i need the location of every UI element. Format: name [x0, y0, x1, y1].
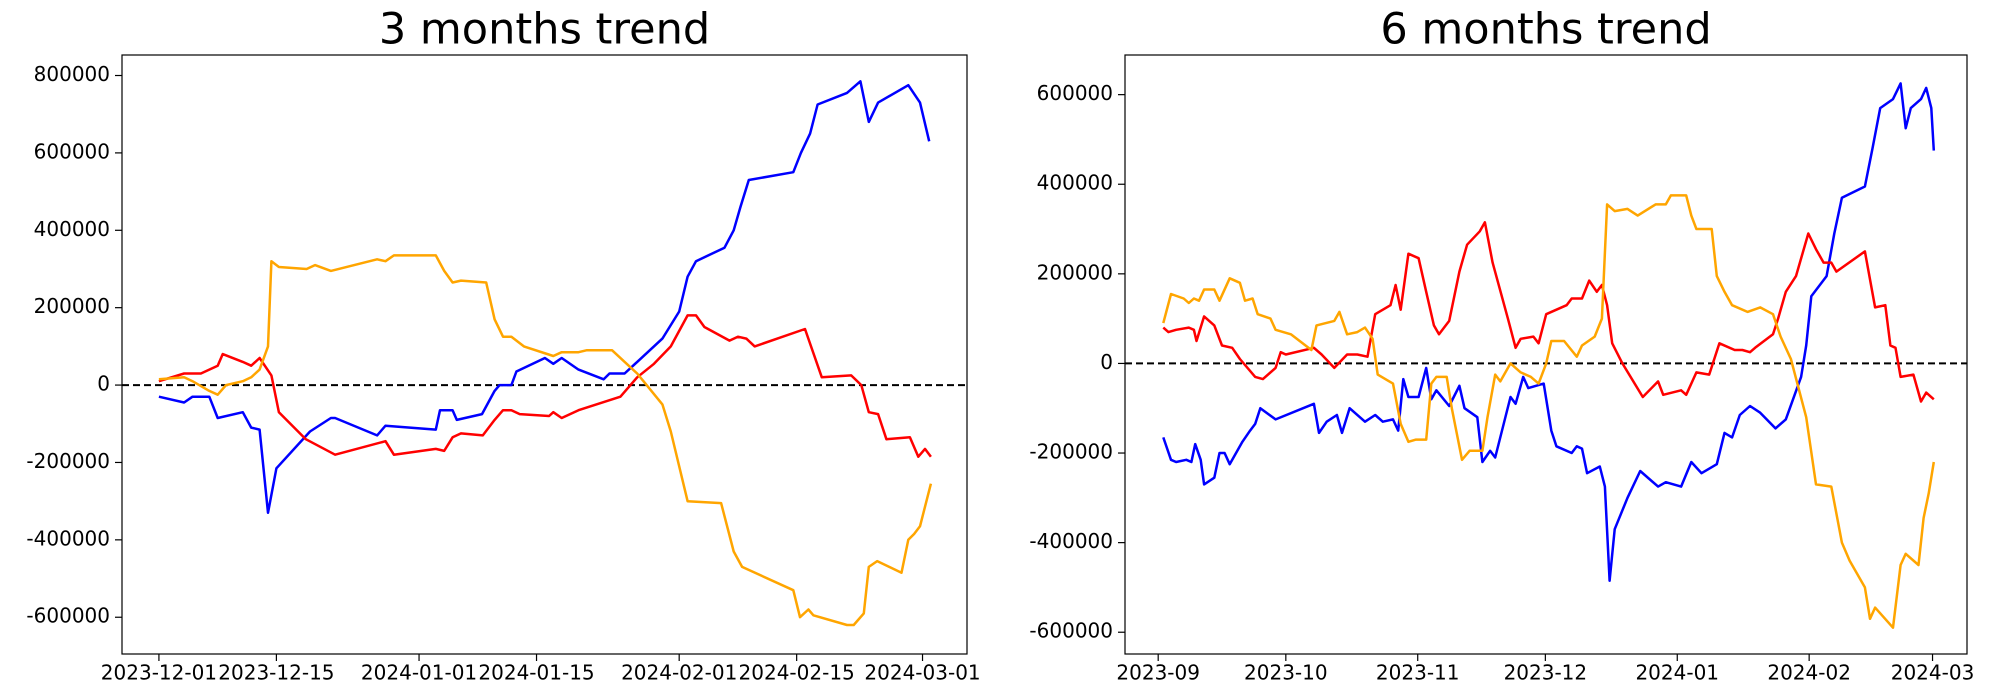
y-tick-label: -400000	[1029, 529, 1113, 553]
y-tick-label: 400000	[1037, 171, 1113, 195]
y-tick-label: 0	[97, 372, 110, 396]
series-line	[1162, 194, 1936, 629]
x-tick-label: 2024-01-01	[361, 661, 477, 685]
y-tick-label: -200000	[26, 449, 110, 473]
x-tick-label: 2023-12	[1504, 661, 1588, 685]
y-tick-label: -400000	[26, 526, 110, 550]
x-tick-label: 2024-01	[1635, 661, 1719, 685]
x-tick-label: 2024-02-01	[621, 661, 737, 685]
y-tick-label: 400000	[34, 217, 110, 241]
x-tick-label: 2023-09	[1116, 661, 1200, 685]
y-tick-label: 200000	[1037, 260, 1113, 284]
y-tick-label: -600000	[1029, 619, 1113, 643]
series-line	[158, 80, 931, 515]
x-tick-label: 2024-01-15	[478, 661, 594, 685]
y-tick-label: 800000	[34, 62, 110, 86]
y-tick-label: 200000	[34, 294, 110, 318]
plot-frame	[121, 54, 968, 655]
x-tick-label: 2023-10	[1244, 661, 1328, 685]
x-tick-label: 2024-02-15	[739, 661, 855, 685]
series-line	[1162, 221, 1935, 403]
x-tick-label: 2023-11	[1376, 661, 1460, 685]
x-tick-label: 2024-02	[1767, 661, 1851, 685]
x-tick-label: 2024-03	[1891, 661, 1975, 685]
series-line	[158, 314, 932, 458]
x-tick-label: 2023-12-15	[218, 661, 334, 685]
series-line	[158, 254, 933, 627]
plot-frame	[1124, 54, 1968, 655]
x-tick-label: 2023-12-01	[101, 661, 217, 685]
chart-title: 6 months trend	[1380, 5, 1711, 55]
chart-title: 3 months trend	[379, 5, 710, 55]
y-tick-label: 600000	[1037, 81, 1113, 105]
x-tick-label: 2024-03-01	[864, 661, 980, 685]
y-tick-label: -600000	[26, 604, 110, 628]
y-tick-label: 0	[1100, 350, 1113, 374]
series-line	[1162, 82, 1936, 582]
y-tick-label: -200000	[1029, 440, 1113, 464]
y-tick-label: 600000	[34, 139, 110, 163]
